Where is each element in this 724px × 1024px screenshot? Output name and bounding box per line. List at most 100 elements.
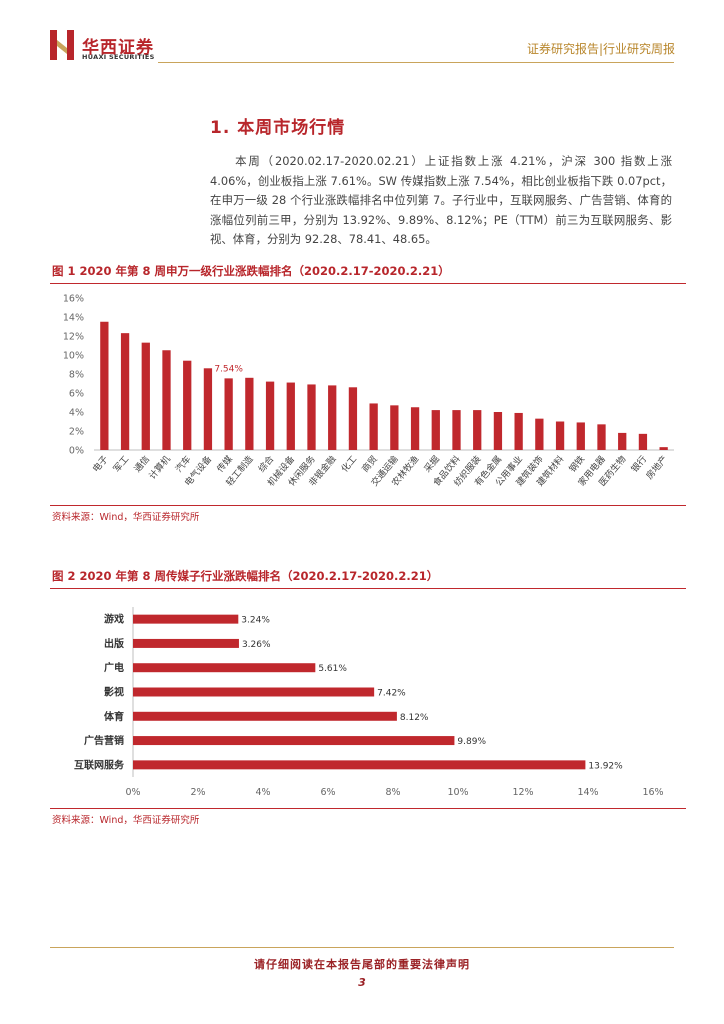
bar-机械设备 xyxy=(286,382,295,450)
y-tick-label: 互联网服务 xyxy=(74,758,125,771)
y-tick-label: 体育 xyxy=(104,710,124,723)
bar-有色金属 xyxy=(493,412,503,450)
page-number: 3 xyxy=(358,976,366,989)
figure2-source: 资料来源：Wind，华西证券研究所 xyxy=(52,815,200,826)
y-tick-label: 12% xyxy=(63,332,84,343)
y-tick-label: 广电 xyxy=(104,661,124,674)
section-heading: 1. 本周市场行情 xyxy=(210,118,346,138)
intro-paragraph: 本周（2020.02.17-2020.02.21）上证指数上涨 4.21%，沪深… xyxy=(210,152,672,250)
bar-军工 xyxy=(120,333,130,450)
figure1-source: 资料来源：Wind，华西证券研究所 xyxy=(52,512,200,523)
figure1-caption: 图 1 2020 年第 8 周申万一级行业涨跌幅排名（2020.2.17-202… xyxy=(52,264,450,278)
bar-非银金融 xyxy=(328,385,337,450)
x-tick-label: 4% xyxy=(255,787,270,798)
footer-divider xyxy=(50,947,674,948)
data-label: 3.26% xyxy=(242,640,271,650)
x-tick-label: 综合 xyxy=(256,453,277,475)
y-tick-label: 影视 xyxy=(104,686,124,699)
y-tick-label: 0% xyxy=(69,446,84,457)
y-tick-label: 14% xyxy=(63,313,84,324)
bar-广电 xyxy=(133,663,316,673)
bar-广告营销 xyxy=(133,736,455,746)
data-label: 9.89% xyxy=(457,737,486,747)
bar-建筑装饰 xyxy=(535,418,544,450)
x-tick-label: 14% xyxy=(577,787,598,798)
x-tick-label: 6% xyxy=(320,787,335,798)
x-tick-label: 0% xyxy=(125,787,140,798)
bar-综合 xyxy=(265,381,275,450)
x-tick-label: 军工 xyxy=(111,454,131,475)
y-tick-label: 出版 xyxy=(104,637,124,650)
x-tick-label: 8% xyxy=(385,787,400,798)
y-tick-label: 2% xyxy=(69,427,84,438)
figure1-bottom-rule xyxy=(50,505,686,506)
x-tick-label: 银行 xyxy=(628,453,649,475)
report-type-label: 证券研究报告|行业研究周报 xyxy=(526,42,675,56)
bar-农林牧渔 xyxy=(410,407,420,450)
x-tick-label: 通信 xyxy=(131,453,152,475)
x-tick-label: 采掘 xyxy=(421,453,442,475)
x-tick-label: 计算机 xyxy=(146,453,173,481)
x-tick-label: 电子 xyxy=(90,453,111,475)
bar-钢铁 xyxy=(576,422,585,450)
bar-影视 xyxy=(133,687,375,697)
data-label: 13.92% xyxy=(588,761,623,771)
x-tick-label: 2% xyxy=(190,787,205,798)
y-tick-label: 16% xyxy=(63,294,84,305)
bar-通信 xyxy=(141,342,150,450)
y-tick-label: 8% xyxy=(69,370,84,381)
x-tick-label: 商贸 xyxy=(359,453,380,475)
bar-家用电器 xyxy=(597,424,606,450)
bar-电子 xyxy=(100,321,109,450)
bar-化工 xyxy=(348,387,358,450)
bar-游戏 xyxy=(133,614,239,624)
bar-计算机 xyxy=(162,350,171,450)
figure2-bottom-rule xyxy=(50,808,686,809)
legal-notice: 请仔细阅读在本报告尾部的重要法律声明 xyxy=(254,958,470,971)
data-label: 5.61% xyxy=(318,664,347,674)
figure2-chart: 0% 2% 4% 6% 8% 10% 12% 14% 16% 游戏 3.24% 出版 3.26% 广电 5.… xyxy=(74,607,664,798)
data-label-highlight: 7.54% xyxy=(214,364,243,374)
x-tick-label: 化工 xyxy=(338,453,359,475)
x-tick-label: 12% xyxy=(512,787,533,798)
brand-name-cn: 华西证券 xyxy=(82,38,154,58)
bar-传媒 xyxy=(224,378,233,450)
bar-银行 xyxy=(638,433,648,450)
bar-医药生物 xyxy=(618,432,627,450)
bar-房地产 xyxy=(659,447,668,450)
bar-互联网服务 xyxy=(133,760,586,770)
y-tick-label: 10% xyxy=(63,351,84,362)
bar-采掘 xyxy=(431,410,440,450)
x-tick-label: 钢铁 xyxy=(566,453,587,475)
huaxi-logo-icon xyxy=(50,30,74,60)
x-tick-label: 传媒 xyxy=(214,453,235,475)
data-label: 8.12% xyxy=(400,713,429,723)
bar-建筑材料 xyxy=(555,421,565,450)
data-label: 3.24% xyxy=(241,616,270,626)
y-tick-label: 6% xyxy=(69,389,84,400)
bar-出版 xyxy=(133,638,239,648)
x-tick-label: 汽车 xyxy=(173,453,194,475)
bar-轻工制造 xyxy=(245,377,254,450)
x-tick-label: 10% xyxy=(447,787,468,798)
header-divider xyxy=(158,62,674,63)
y-tick-label: 游戏 xyxy=(104,613,124,626)
figure1-top-rule xyxy=(50,283,686,285)
intro-paragraph-text: 本周（2020.02.17-2020.02.21）上证指数上涨 4.21%，沪深… xyxy=(210,154,672,246)
figure2-caption: 图 2 2020 年第 8 周传媒子行业涨跌幅排名（2020.2.17-2020… xyxy=(52,569,439,583)
data-label: 7.42% xyxy=(377,689,406,699)
bar-汽车 xyxy=(183,360,192,450)
bar-电气设备 xyxy=(203,368,213,450)
y-tick-label: 广告营销 xyxy=(84,734,124,747)
brand-name-en: HUAXI SECURITIES xyxy=(82,53,155,61)
bar-公用事业 xyxy=(514,412,523,450)
bar-纺织服装 xyxy=(473,410,482,450)
bar-体育 xyxy=(133,711,397,721)
bar-休闲服务 xyxy=(307,384,316,450)
bar-食品饮料 xyxy=(452,410,461,450)
bar-商贸 xyxy=(369,403,378,450)
x-tick-label: 房地产 xyxy=(643,453,670,481)
bar-交通运输 xyxy=(390,405,399,450)
y-tick-label: 4% xyxy=(69,408,84,419)
